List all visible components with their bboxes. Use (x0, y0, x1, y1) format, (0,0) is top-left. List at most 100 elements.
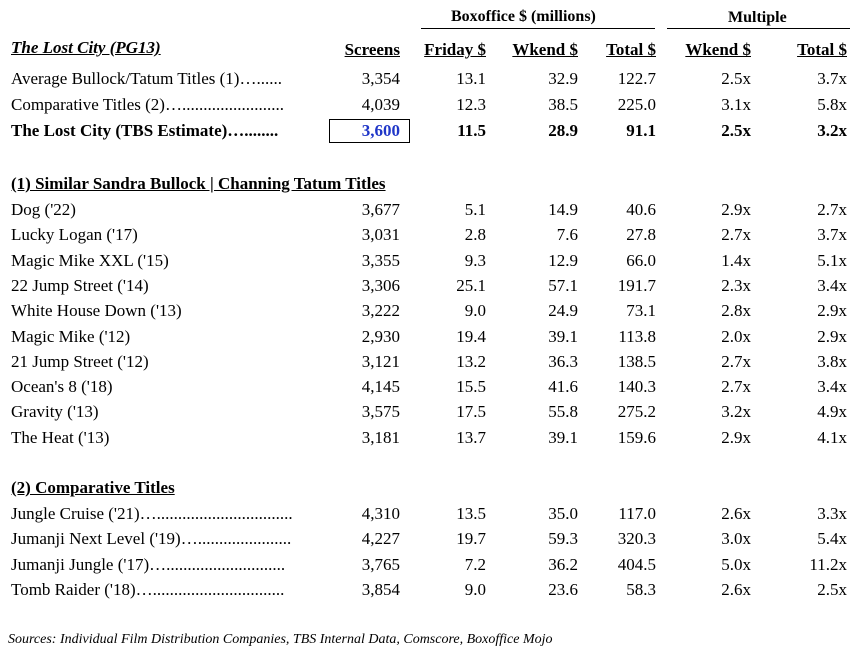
cell-wkend: 12.9 (548, 250, 578, 270)
cell-total: 91.1 (626, 121, 656, 140)
cell-screens: 3,854 (361, 579, 400, 599)
col-header-screens: Screens (344, 40, 400, 59)
table-row: Jumanji Jungle ('17)…...................… (0, 553, 857, 577)
cell-mult-total: 11.2x (809, 554, 847, 574)
cell-total: 404.5 (617, 554, 656, 574)
cell-wkend: 57.1 (548, 275, 578, 295)
cell-wkend: 28.9 (548, 121, 578, 140)
cell-total: 320.3 (617, 529, 656, 549)
cell-mult-wkend: 3.1x (721, 95, 751, 114)
cell-friday: 12.3 (456, 95, 486, 114)
cell-total: 27.8 (626, 225, 656, 245)
cell-mult-total: 3.4x (817, 377, 847, 397)
row-label: 22 Jump Street ('14) (11, 275, 149, 295)
cell-mult-wkend: 5.0x (721, 554, 751, 574)
cell-screens-estimate: 3,600 (361, 121, 400, 140)
cell-friday: 9.0 (464, 579, 486, 599)
table-row: 21 Jump Street ('12) 3,121 13.2 36.3 138.5 2.… (0, 350, 857, 374)
cell-screens: 3,222 (361, 301, 400, 321)
cell-total: 58.3 (626, 579, 656, 599)
cell-mult-total: 2.5x (817, 579, 847, 599)
cell-screens: 3,031 (361, 225, 400, 245)
cell-mult-total: 5.8x (817, 95, 847, 114)
cell-mult-wkend: 2.9x (721, 427, 751, 447)
cell-total: 73.1 (626, 301, 656, 321)
cell-total: 138.5 (617, 351, 656, 371)
col-header-wkend: Wkend $ (512, 40, 578, 59)
table-row: White House Down ('13) 3,222 9.0 24.9 73.1 2.… (0, 299, 857, 323)
row-label: Tomb Raider ('18)…......................… (11, 579, 285, 599)
row-label: Ocean's 8 ('18) (11, 377, 113, 397)
cell-screens: 3,121 (361, 351, 400, 371)
cell-mult-total: 2.7x (817, 200, 847, 219)
summary-row-comparative: Comparative Titles (2)….................… (0, 93, 857, 117)
cell-wkend: 24.9 (548, 301, 578, 321)
column-header-row: Screens Friday $ Wkend $ Total $ Wkend $… (0, 38, 857, 62)
row-label: Average Bullock/Tatum Titles (1)…...... (11, 69, 282, 88)
cell-wkend: 39.1 (548, 326, 578, 346)
cell-friday: 19.4 (456, 326, 486, 346)
cell-mult-total: 2.9x (817, 301, 847, 321)
row-label: Lucky Logan ('17) (11, 225, 138, 245)
row-label: Jungle Cruise ('21)…....................… (11, 504, 293, 523)
table-row: Ocean's 8 ('18) 4,145 15.5 41.6 140.3 2.7x 3.4… (0, 375, 857, 399)
cell-friday: 11.5 (457, 121, 486, 140)
table-row: Dog ('22) 3,677 5.1 14.9 40.6 2.9x 2.7x (0, 198, 857, 222)
cell-total: 191.7 (617, 275, 656, 295)
cell-mult-total: 4.1x (817, 427, 847, 447)
table-row: Lucky Logan ('17) 3,031 2.8 7.6 27.8 2.7x 3.7x (0, 223, 857, 247)
row-label: Jumanji Jungle ('17)…...................… (11, 554, 286, 574)
summary-row-estimate: The Lost City (TBS Estimate)…........ 3,… (0, 119, 857, 143)
row-label: White House Down ('13) (11, 301, 182, 321)
cell-mult-wkend: 2.6x (721, 579, 751, 599)
cell-mult-wkend: 2.0x (721, 326, 751, 346)
table-row: Gravity ('13) 3,575 17.5 55.8 275.2 3.2x 4.9x (0, 400, 857, 424)
cell-screens: 3,181 (361, 427, 400, 447)
cell-mult-wkend: 2.6x (721, 504, 751, 523)
multiple-group-line (667, 28, 850, 29)
cell-wkend: 36.2 (548, 554, 578, 574)
cell-mult-total: 3.7x (817, 69, 847, 88)
sources-footnote: Sources: Individual Film Distribution Co… (8, 632, 553, 647)
cell-friday: 2.8 (464, 225, 486, 245)
cell-screens: 2,930 (361, 326, 400, 346)
cell-screens: 4,145 (361, 377, 400, 397)
cell-wkend: 23.6 (548, 579, 578, 599)
cell-screens: 4,310 (361, 504, 400, 523)
row-label: Dog ('22) (11, 200, 76, 219)
row-label: Gravity ('13) (11, 402, 99, 422)
cell-mult-wkend: 2.9x (721, 200, 751, 219)
cell-wkend: 38.5 (548, 95, 578, 114)
cell-friday: 5.1 (464, 200, 486, 219)
row-label: The Heat ('13) (11, 427, 110, 447)
cell-screens: 3,677 (361, 200, 400, 219)
cell-friday: 15.5 (456, 377, 486, 397)
summary-row-average: Average Bullock/Tatum Titles (1)…...... … (0, 67, 857, 91)
cell-friday: 13.7 (456, 427, 486, 447)
cell-total: 159.6 (617, 427, 656, 447)
cell-total: 275.2 (617, 402, 656, 422)
boxoffice-group-line (421, 28, 655, 29)
row-label: Jumanji Next Level ('19)…...............… (11, 529, 292, 549)
cell-wkend: 59.3 (548, 529, 578, 549)
cell-screens: 3,306 (361, 275, 400, 295)
cell-screens: 3,765 (361, 554, 400, 574)
cell-wkend: 39.1 (548, 427, 578, 447)
cell-mult-total: 3.3x (817, 504, 847, 523)
cell-friday: 19.7 (456, 529, 486, 549)
cell-wkend: 14.9 (548, 200, 578, 219)
cell-wkend: 36.3 (548, 351, 578, 371)
cell-mult-total: 3.2x (817, 121, 847, 140)
cell-friday: 7.2 (464, 554, 486, 574)
table-row: Tomb Raider ('18)…......................… (0, 578, 857, 602)
cell-mult-total: 2.9x (817, 326, 847, 346)
cell-screens: 3,355 (361, 250, 400, 270)
cell-wkend: 41.6 (548, 377, 578, 397)
table-row: 22 Jump Street ('14) 3,306 25.1 57.1 191.7 2.… (0, 274, 857, 298)
cell-mult-wkend: 3.2x (721, 402, 751, 422)
cell-screens: 4,227 (361, 529, 400, 549)
cell-screens: 4,039 (361, 95, 400, 114)
table-row: Magic Mike ('12) 2,930 19.4 39.1 113.8 2.0x 2.… (0, 325, 857, 349)
cell-friday: 13.1 (456, 69, 486, 88)
cell-friday: 13.2 (456, 351, 486, 371)
